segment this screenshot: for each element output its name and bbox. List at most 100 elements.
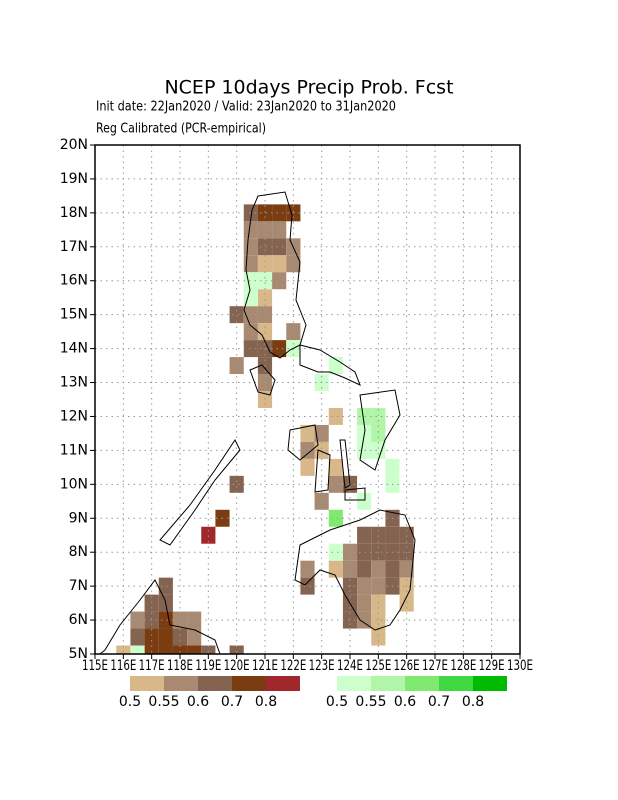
x-tick-label: 120E [224,658,250,674]
coast [159,439,241,546]
prob-cell [243,289,258,307]
legend-label: 0.8 [462,694,484,710]
prob-cell [385,458,400,476]
prob-cell [187,628,202,646]
prob-cell [300,577,315,595]
prob-cell [229,475,244,493]
prob-cell [272,238,287,256]
prob-cell [257,272,273,290]
prob-cell [144,628,159,646]
subtitle: Reg Calibrated (PCR-empirical) [96,122,266,137]
prob-cell [314,424,329,442]
prob-cell [286,323,301,341]
coast [314,449,331,493]
prob-cell [201,645,216,654]
prob-cell [399,594,414,612]
y-tick-label: 15N [60,307,88,323]
chart-title: NCEP 10days Precip Prob. Fcst [164,77,453,99]
y-tick-label: 12N [60,408,88,424]
prob-cell [328,543,343,561]
prob-cell [130,645,145,654]
prob-cell [158,577,173,595]
legend-swatch [371,676,405,691]
grid [90,144,521,659]
prob-cell [243,204,258,222]
y-tick-label: 10N [60,476,88,492]
prob-cell [357,407,372,425]
x-tick-label: 128E [450,658,476,674]
prob-cell [314,492,329,510]
prob-cell [371,611,386,629]
coast [294,509,416,631]
coast [339,439,351,489]
y-tick-label: 16N [60,273,88,289]
prob-cell [116,645,131,654]
prob-cell [300,458,315,476]
y-tick-label: 19N [60,171,88,187]
y-tick-label: 5N [69,646,88,662]
legend-label: 0.55 [355,694,386,710]
prob-cell [130,628,145,646]
prob-cell [243,221,258,239]
x-tick-label: 125E [365,658,391,674]
prob-cell [357,543,372,561]
coast [99,579,221,654]
coast [243,191,307,359]
prob-cell [357,577,372,595]
prob-cell [144,645,159,654]
prob-cell [371,628,386,646]
prob-cell [357,611,372,629]
prob-cell [272,272,287,290]
prob-cell [328,560,343,578]
prob-cell [201,526,216,544]
prob-cell [272,204,287,222]
y-tick-label: 14N [60,341,88,357]
prob-cell [158,628,173,646]
prob-cell [300,560,315,578]
prob-cell [385,526,400,544]
prob-cell [257,238,273,256]
prob-cell [229,306,244,324]
legend-label: 0.6 [187,694,209,710]
prob-cell [385,560,400,578]
legend-swatch [266,676,300,691]
prob-cell [399,526,414,544]
prob-cell [357,492,372,510]
legend-label: 0.8 [255,694,277,710]
legend-label: 0.5 [119,694,141,710]
legend-label: 0.7 [428,694,450,710]
y-tick-label: 8N [69,544,88,560]
coast [299,344,361,386]
x-tick-label: 130E [507,658,533,674]
x-tick-label: 122E [280,658,306,674]
legend-swatch [198,676,232,691]
prob-cell [243,340,258,358]
prob-cell [286,255,301,273]
prob-cell [371,407,386,425]
x-tick-label: 119E [195,658,221,674]
coast [344,487,366,501]
cells [116,204,414,654]
prob-cell [158,611,173,629]
prob-cell [172,645,188,654]
prob-cell [371,441,386,459]
prob-cell [342,611,358,629]
y-tick-label: 18N [60,205,88,221]
prob-cell [371,424,386,442]
x-tick-label: 129E [479,658,505,674]
legend-swatch [473,676,507,691]
legend-swatch [130,676,164,691]
prob-cell [229,645,244,654]
coast [249,364,276,396]
legend-swatch [337,676,371,691]
prob-cell [257,323,273,341]
prob-cell [172,611,188,629]
prob-cell [187,645,202,654]
prob-cell [328,509,343,527]
prob-cell [328,407,343,425]
x-tick-label: 123E [309,658,335,674]
prob-cell [144,611,159,629]
legend-label: 0.55 [148,694,179,710]
coast [359,389,401,471]
prob-cell [272,255,287,273]
